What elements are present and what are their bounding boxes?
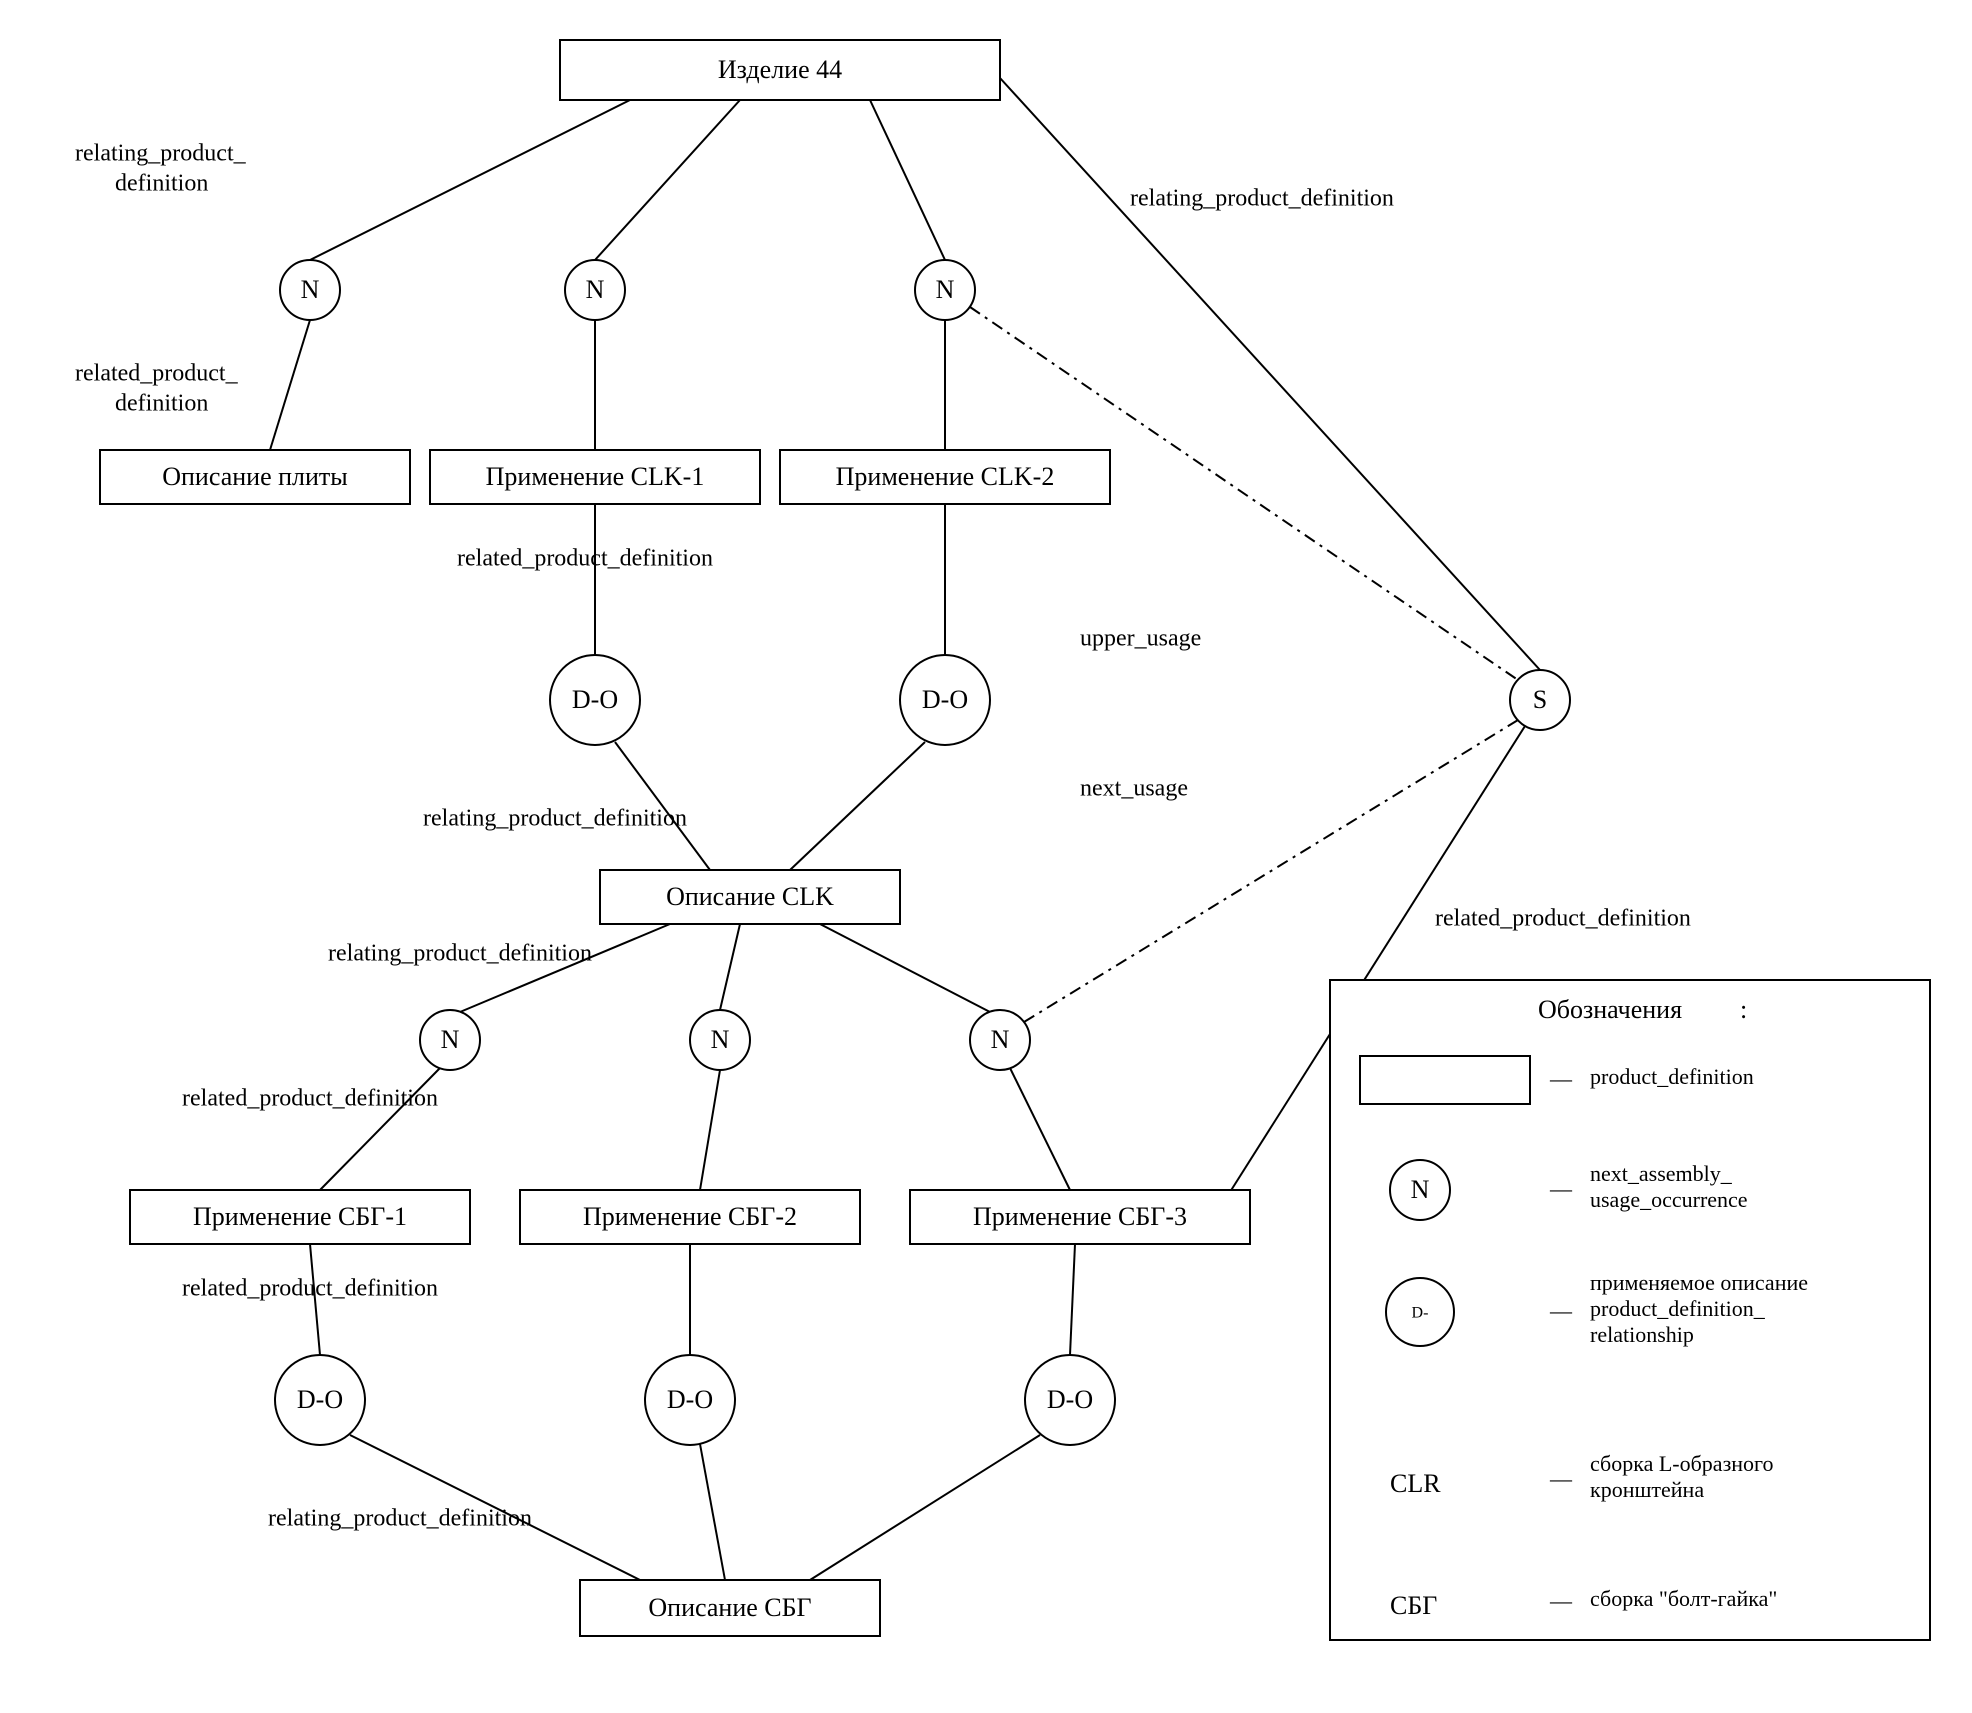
edge-label: relating_product_ (75, 141, 247, 167)
edge-label: related_product_definition (1435, 906, 1691, 932)
edge (1010, 1068, 1070, 1190)
edge-label: definition (115, 171, 208, 197)
edge-label: relating_product_definition (1130, 186, 1394, 212)
legend-dash: — (1549, 1066, 1573, 1091)
legend-item-text: product_definition (1590, 1064, 1754, 1089)
edge-label: relating_product_definition (328, 941, 592, 967)
legend-title: Обозначения (1538, 995, 1682, 1024)
legend-item-text: применяемое описание (1590, 1270, 1808, 1295)
legend-dash: — (1549, 1298, 1573, 1323)
edge-dashdot (1024, 720, 1518, 1022)
edge (1000, 78, 1540, 670)
edge (810, 1435, 1040, 1580)
legend-symbol-text: СБГ (1390, 1591, 1437, 1620)
legend-item-text: next_assembly_ (1590, 1161, 1733, 1186)
legend-dash: — (1549, 1588, 1573, 1613)
legend-symbol-n-label: N (1411, 1175, 1430, 1204)
node-label-n2: N (586, 275, 605, 304)
node-label-sbg: Описание СБГ (648, 1593, 811, 1622)
edge-label: next_usage (1080, 776, 1188, 802)
node-label-n3: N (936, 275, 955, 304)
edge (1070, 1244, 1075, 1355)
node-label-n6: N (991, 1025, 1010, 1054)
edge-label: related_product_definition (182, 1276, 438, 1302)
node-label-clk: Описание CLK (666, 882, 834, 911)
edge-label: related_product_ (75, 361, 239, 387)
legend-item-text: usage_occurrence (1590, 1187, 1748, 1212)
node-label-plate: Описание плиты (162, 462, 348, 491)
legend-item-text: сборка "болт-гайка" (1590, 1586, 1777, 1611)
node-label-n4: N (441, 1025, 460, 1054)
edge-label: relating_product_definition (423, 806, 687, 832)
diagram-canvas: Изделие 44 Описание плиты Применение CLK-1… (0, 0, 1972, 1713)
edge-label: related_product_definition (182, 1086, 438, 1112)
node-label-sbg2: Применение СБГ-2 (583, 1202, 797, 1231)
legend-item-text: сборка L-образного (1590, 1451, 1774, 1476)
edge (820, 924, 990, 1012)
edge (700, 1070, 720, 1190)
node-label-clk1: Применение CLK-1 (486, 462, 705, 491)
legend-item-text: relationship (1590, 1322, 1694, 1347)
legend-dash: — (1549, 1466, 1573, 1491)
svg-text::: : (1740, 995, 1747, 1024)
edge (460, 924, 670, 1012)
node-label-do1: D-O (572, 685, 618, 714)
node-label-do2: D-O (922, 685, 968, 714)
legend-symbol-text: CLR (1390, 1469, 1441, 1498)
edge (595, 100, 740, 260)
node-label-do4: D-O (667, 1385, 713, 1414)
edge (720, 924, 740, 1010)
legend-symbol-rect (1360, 1056, 1530, 1104)
node-label-s: S (1533, 685, 1547, 714)
node-label-sbg1: Применение СБГ-1 (193, 1202, 407, 1231)
edge (310, 100, 630, 260)
legend-item-text: кронштейна (1590, 1477, 1704, 1502)
edge-label: definition (115, 391, 208, 417)
node-label-do5: D-O (1047, 1385, 1093, 1414)
edge (700, 1444, 725, 1580)
edge (270, 320, 310, 450)
node-label-n5: N (711, 1025, 730, 1054)
node-label-n1: N (301, 275, 320, 304)
node-label-root: Изделие 44 (718, 55, 842, 84)
legend-symbol-d-label: D- (1412, 1305, 1429, 1322)
edge (870, 100, 945, 260)
node-label-do3: D-O (297, 1385, 343, 1414)
legend-dash: — (1549, 1176, 1573, 1201)
node-label-sbg3: Применение СБГ-3 (973, 1202, 1187, 1231)
edge-label: relating_product_definition (268, 1506, 532, 1532)
edge-label: related_product_definition (457, 546, 713, 572)
edge (790, 742, 925, 870)
legend-item-text: product_definition_ (1590, 1296, 1766, 1321)
edge-label: upper_usage (1080, 626, 1201, 652)
node-label-clk2: Применение CLK-2 (836, 462, 1055, 491)
